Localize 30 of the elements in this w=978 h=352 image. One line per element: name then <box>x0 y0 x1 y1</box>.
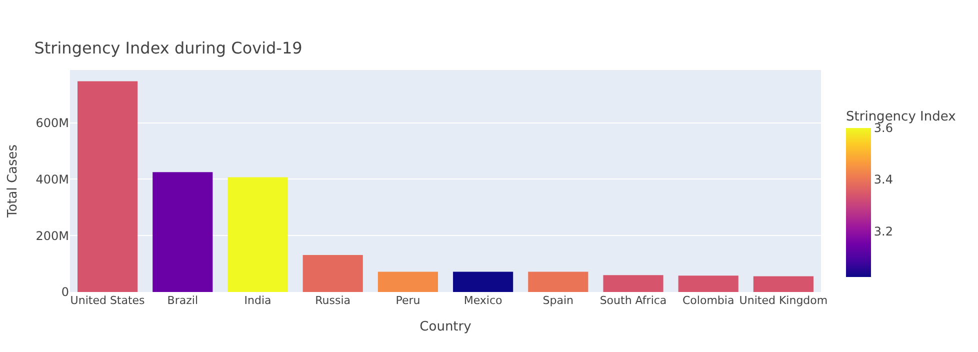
y-tick-label: 0 <box>61 285 69 300</box>
bar <box>753 276 814 292</box>
color-bar-title: Stringency Index <box>846 109 956 124</box>
bar <box>378 272 438 292</box>
x-axis-title: Country <box>420 320 472 335</box>
bar <box>152 172 213 292</box>
bar <box>302 255 363 292</box>
x-tick-label: Mexico <box>464 294 503 307</box>
x-tick-label: South Africa <box>600 294 667 307</box>
bar <box>603 275 664 292</box>
x-tick-label: Brazil <box>167 294 198 307</box>
bar <box>228 177 288 292</box>
bar <box>453 272 514 292</box>
color-bar-label: 3.2 <box>874 224 893 238</box>
x-tick-label: Colombia <box>682 294 734 307</box>
x-tick-label: Peru <box>396 294 420 307</box>
color-bar-label: 3.4 <box>874 172 893 187</box>
chart-title: Stringency Index during Covid-19 <box>34 38 302 58</box>
x-tick-label: Spain <box>542 294 574 307</box>
bar <box>78 81 138 292</box>
x-tick-label: India <box>244 294 272 307</box>
x-tick-label: United Kingdom <box>739 294 828 307</box>
y-tick-label: 400M <box>36 172 69 186</box>
x-tick-label: Russia <box>315 294 351 307</box>
y-axis-title: Total Cases <box>6 144 21 219</box>
bar <box>528 272 588 292</box>
y-tick-label: 200M <box>36 228 69 243</box>
y-tick-label: 600M <box>36 116 69 130</box>
bar <box>678 276 738 292</box>
x-tick-label: United States <box>70 294 146 307</box>
